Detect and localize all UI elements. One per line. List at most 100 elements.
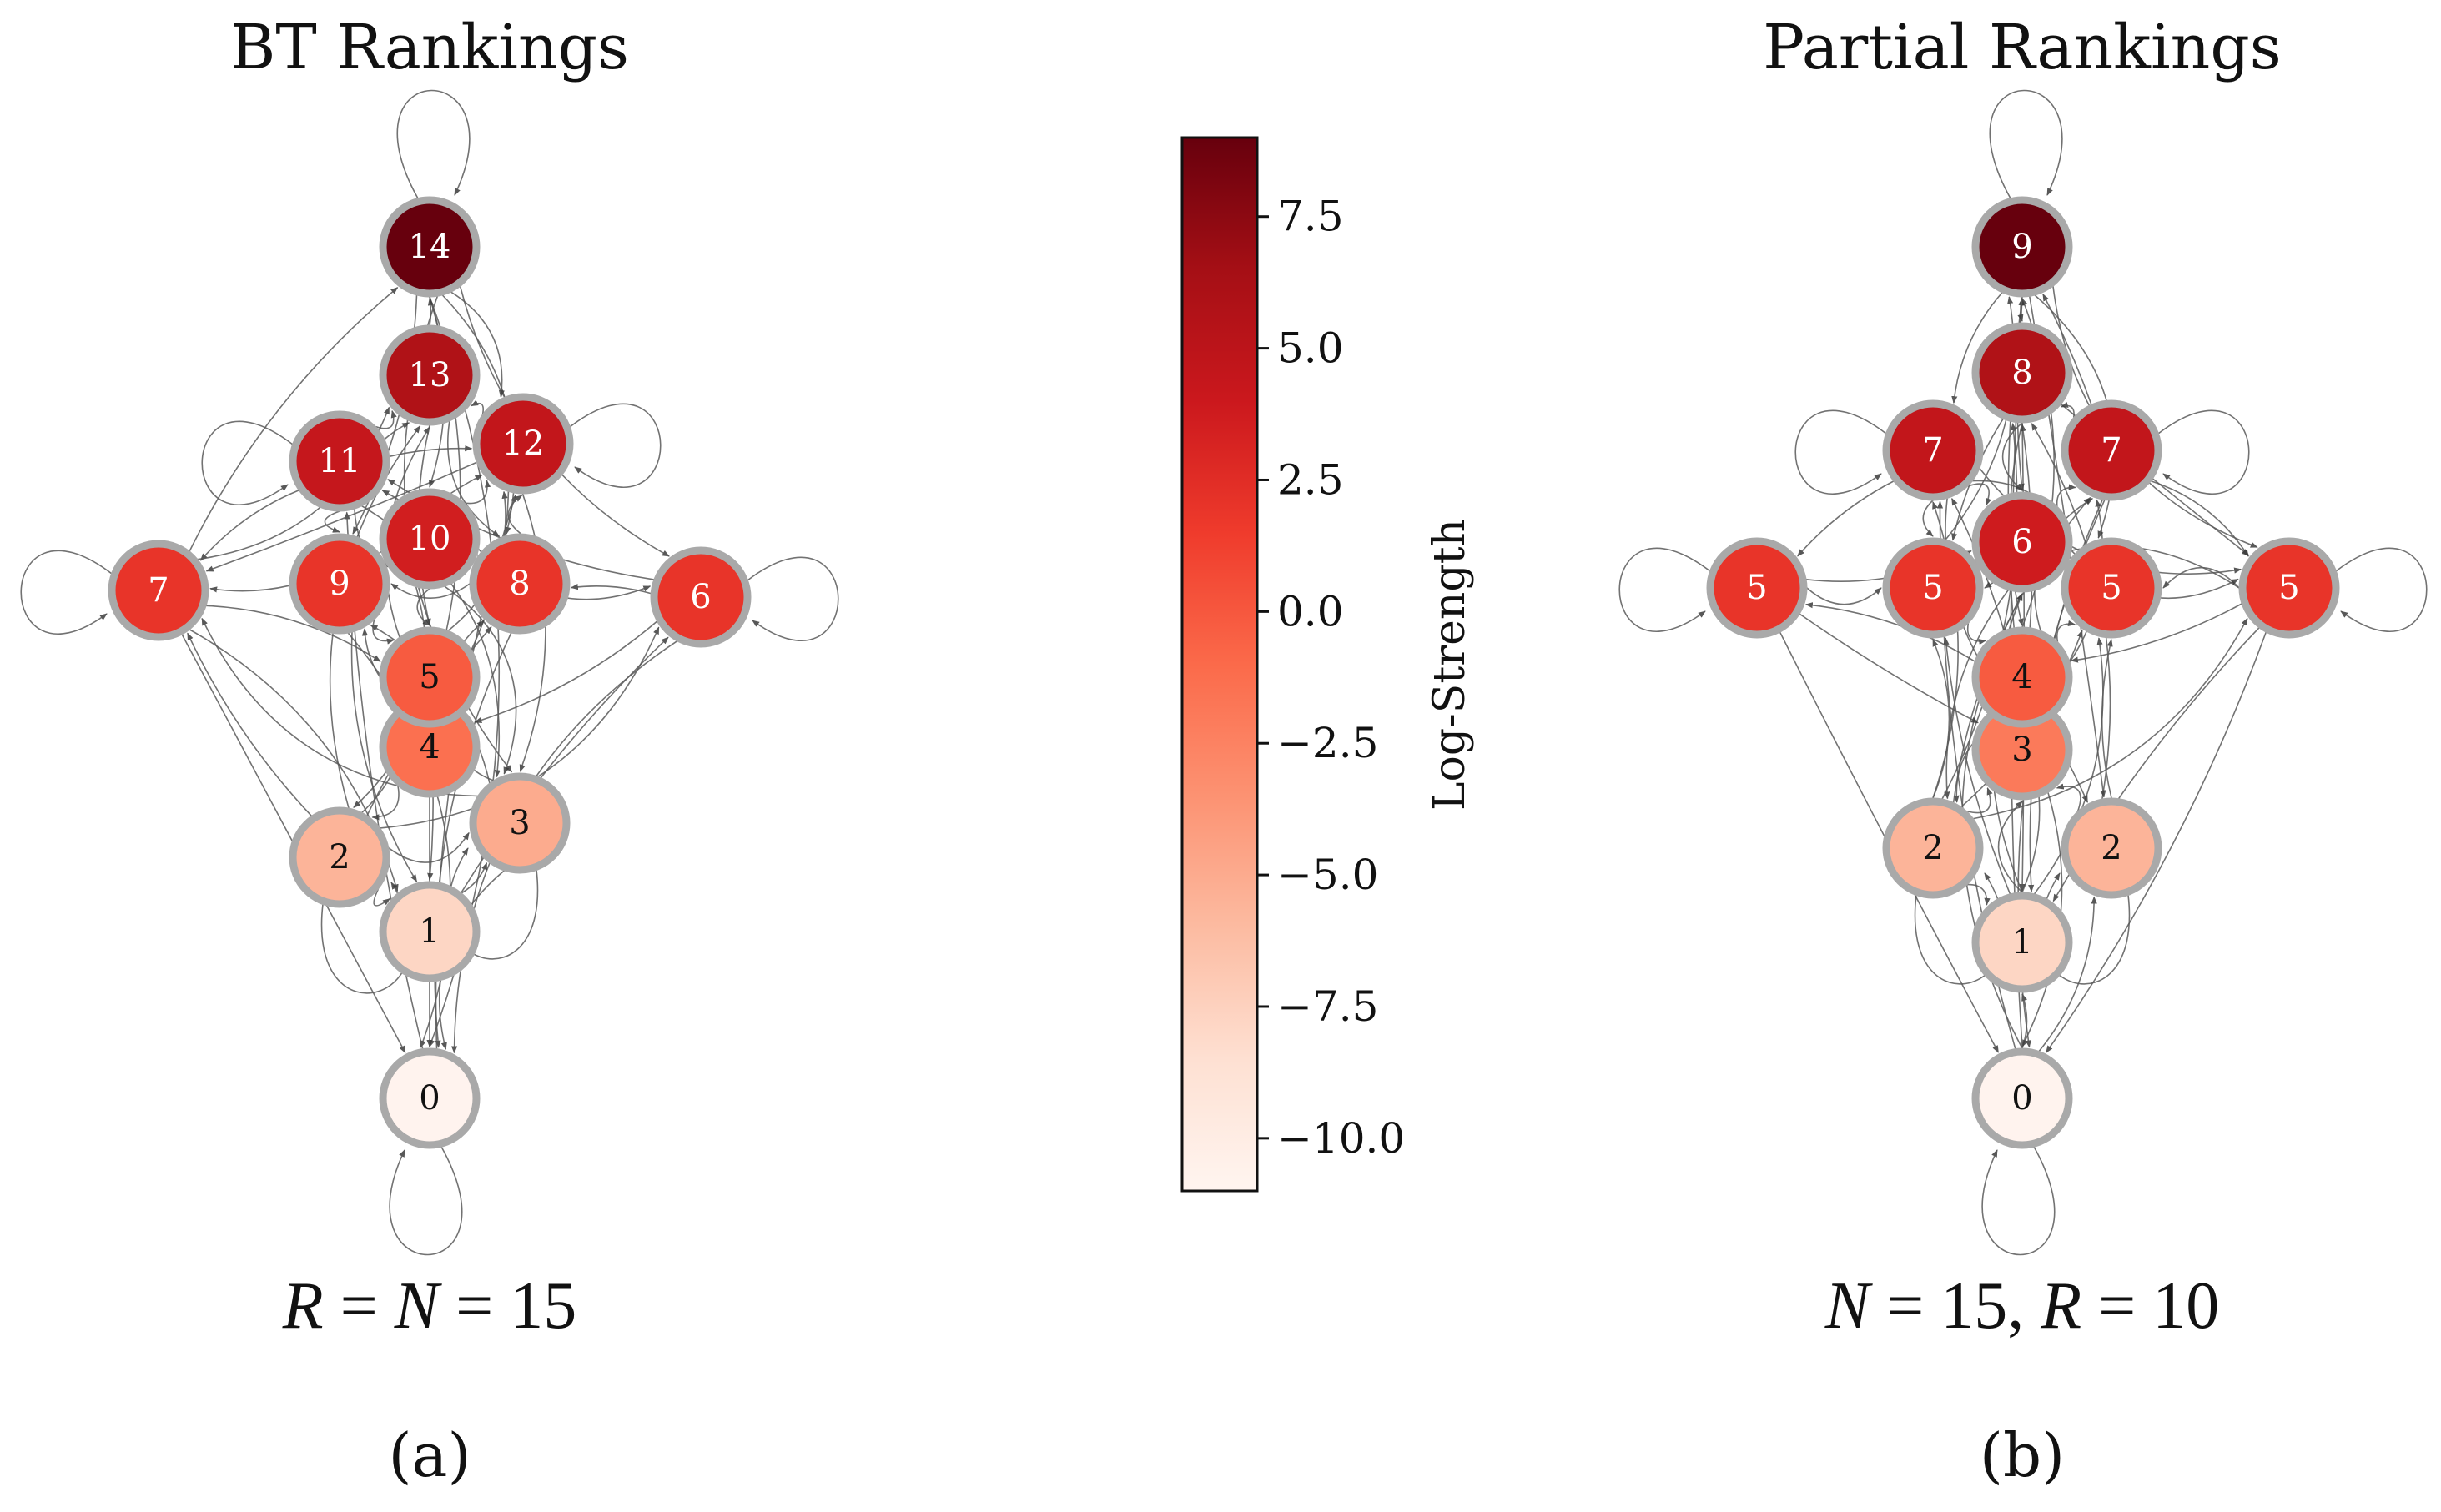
graph-edge [474,620,658,723]
graph-node-m2a [1882,797,1984,899]
graph-node-n13 [379,324,481,426]
graph-edge [463,620,485,642]
self-loop-edge [1618,547,1711,632]
graph-panel-b: 0 1 2 2 3 4 5 5 5 5 6 7 7 8 9 [1618,89,2428,1256]
eq-a-var2: N [394,1269,443,1343]
graph-edge [372,620,395,645]
graph-edge [1922,500,1934,537]
graph-edge [206,605,381,662]
graph-edge [388,831,470,863]
colorbar-ticks: 7.5 5.0 2.5 0.0 −2.5 −5.0 −7.5 −10.0 [1257,193,1405,1163]
eq-b-op2: = [2081,1269,2152,1343]
graph-edge [1799,613,1979,724]
colorbar-tick-label: 5.0 [1277,324,1344,373]
graph-node-label: 6 [2011,523,2032,561]
eq-b-value: 10 [2152,1269,2219,1343]
graph-edge [2151,480,2249,557]
self-loop-edge [201,420,294,505]
graph-edge [2042,294,2092,405]
graph-edge [2017,296,2024,322]
panel-a-caption: (a) [388,1420,471,1490]
graph-node-label: 0 [419,1079,440,1118]
graph-edge [519,493,546,772]
panel-b-title: Partial Rankings [1763,12,2281,83]
panel-b-caption: (b) [1980,1420,2065,1490]
colorbar-tick-label: −10.0 [1277,1114,1405,1163]
graph-node-label: 3 [2011,731,2032,769]
graph-edge [2056,620,2076,642]
self-loop-edge [389,1146,463,1256]
graph-node-label: 7 [2101,431,2121,470]
eq-a-value: 15 [510,1269,576,1343]
graph-node-n14 [379,196,481,298]
graph-edge [199,490,299,561]
graph-edge [507,495,523,535]
graph-edge [1973,617,2248,820]
graph-node-label: 10 [409,520,451,558]
node-layer-b: 0 1 2 2 3 4 5 5 5 5 6 7 7 8 9 [1706,196,2340,1149]
graph-node-m5b [1882,537,1984,639]
graph-node-n0 [379,1047,481,1149]
colorbar-gradient [1180,136,1259,1193]
eq-a-var1: R [282,1269,324,1343]
graph-node-m2b [2061,797,2162,899]
graph-edge [1804,602,1975,662]
graph-node-label: 7 [148,571,169,610]
graph-edge [450,291,505,398]
graph-edge [1951,292,2003,404]
self-loop-edge [1989,89,2063,199]
graph-edge [380,626,660,829]
graph-node-m1 [1971,892,2073,993]
graph-edge [205,461,477,572]
graph-edge [2056,484,2076,507]
graph-node-m4 [1971,626,2073,728]
panel-b-equation: N = 15, R = 10 [1824,1269,2219,1343]
graph-node-n10 [379,488,481,590]
graph-edge [324,510,340,533]
graph-edge [461,861,488,894]
graph-edge [1932,639,1950,799]
graph-node-m5d [2238,537,2340,639]
colorbar-tick-label: −7.5 [1277,982,1378,1031]
graph-edge [1997,801,2023,893]
graph-node-n2 [289,806,390,908]
graph-edge [1943,637,2011,895]
graph-edge [2101,639,2113,799]
graph-edge [2046,631,2267,1053]
colorbar: 7.5 5.0 2.5 0.0 −2.5 −5.0 −7.5 −10.0 Log-Streng… [1180,136,1475,1193]
graph-node-n1 [379,881,481,982]
graph-node-label: 8 [2011,354,2032,392]
graph-node-label: 5 [2101,569,2121,607]
colorbar-tick-label: 7.5 [1277,193,1344,241]
graph-node-label: 6 [690,578,711,616]
graph-node-label: 5 [1922,569,1943,607]
graph-node-n12 [472,393,574,495]
graph-node-label: 5 [2278,569,2299,607]
graph-node-label: 11 [319,442,361,480]
graph-node-label: 1 [2011,923,2032,962]
graph-node-m8 [1971,322,2073,424]
self-loop-edge [396,89,471,199]
graph-node-n6 [650,546,752,648]
graph-edge [2056,783,2081,811]
graph-node-m6 [1971,491,2073,593]
graph-edge [1966,623,1987,645]
graph-edge [373,888,390,907]
graph-edge [1806,587,1882,605]
graph-edge [2033,637,2104,895]
graph-node-label: 0 [2011,1079,2032,1118]
eq-b-var2: R [2040,1269,2081,1343]
graph-edge [1967,483,1991,506]
graph-node-label: 9 [329,565,350,603]
graph-edge [1967,883,1991,906]
graph-node-m7b [2061,399,2162,501]
self-loop-edge [2335,547,2428,632]
graph-node-m0 [1971,1047,2073,1149]
graph-edge [464,480,491,505]
graph-node-label: 5 [1746,569,1767,607]
graph-node-label: 14 [409,228,451,266]
graph-node-label: 2 [2101,829,2121,867]
graph-node-n8 [469,533,571,635]
